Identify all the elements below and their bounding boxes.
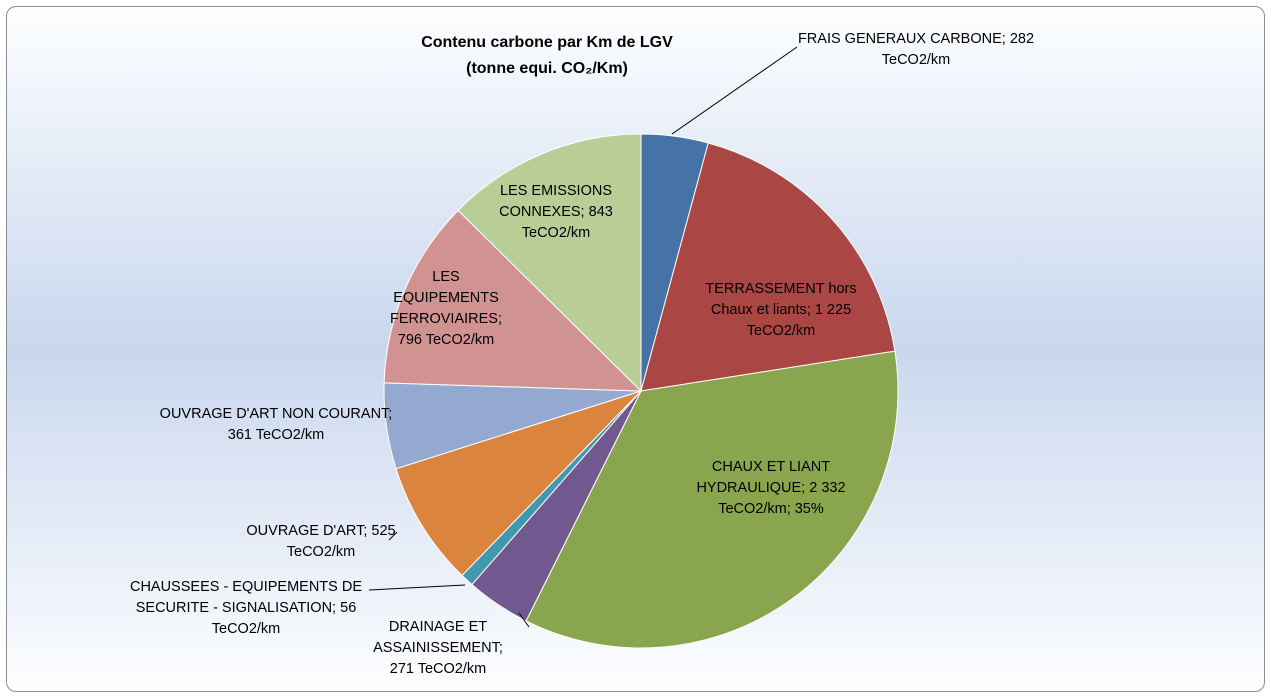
value-label: 271 TeCO2/km xyxy=(389,661,487,677)
value-label: 843 TeCO2/km xyxy=(521,204,613,241)
leader-line xyxy=(518,612,530,628)
value-label: 56 TeCO2/km xyxy=(211,600,357,637)
category-name: FRAIS GENERAUX CARBONE; xyxy=(797,31,1006,47)
plot xyxy=(368,46,899,649)
value-label: 525 TeCO2/km xyxy=(286,523,396,560)
value-label: 1 225 TeCO2/km xyxy=(746,302,852,339)
data-label: CHAUX ET LIANT HYDRAULIQUE; 2 332 TeCO2/… xyxy=(681,457,861,520)
data-label: OUVRAGE D'ART NON COURANT; 361 TeCO2/km xyxy=(156,404,396,446)
pie-slice xyxy=(640,142,896,392)
data-label: TERRASSEMENT hors Chaux et liants; 1 225… xyxy=(691,279,871,342)
pie-slice xyxy=(525,350,899,649)
category-name: TERRASSEMENT hors Chaux et liants; xyxy=(705,281,857,318)
data-label: CHAUSSEES - EQUIPEMENTS DE SECURITE - SI… xyxy=(116,577,376,640)
category-name: CHAUSSEES - EQUIPEMENTS DE SECURITE - SI… xyxy=(129,579,363,616)
data-label: OUVRAGE D'ART; 525 TeCO2/km xyxy=(246,521,396,563)
value-label: 2 332 TeCO2/km; 35% xyxy=(718,480,846,517)
chart-title: Contenu carbone par Km de LGV xyxy=(421,34,673,51)
data-label: FRAIS GENERAUX CARBONE; 282 TeCO2/km xyxy=(786,29,1046,71)
pie-slice xyxy=(395,390,642,577)
leader-line xyxy=(368,584,466,591)
chart-subtitle: (tonne equi. CO₂/Km) xyxy=(466,60,628,77)
category-name: LES EMISSIONS CONNEXES; xyxy=(499,183,612,220)
value-label: 361 TeCO2/km xyxy=(227,427,325,443)
data-label: LES EQUIPEMENTS FERROVIAIRES; 796 TeCO2/… xyxy=(381,267,511,351)
chart: Contenu carbone par Km de LGV (tonne equ… xyxy=(6,6,1265,692)
category-name: DRAINAGE ET ASSAINISSEMENT; xyxy=(373,619,503,656)
value-label: 796 TeCO2/km xyxy=(397,332,495,348)
leader-line xyxy=(671,46,798,135)
data-label: LES EMISSIONS CONNEXES; 843 TeCO2/km xyxy=(476,181,636,244)
value-label: 282 TeCO2/km xyxy=(881,31,1035,68)
category-name: LES EQUIPEMENTS FERROVIAIRES; xyxy=(390,269,502,327)
category-name: OUVRAGE D'ART NON COURANT; xyxy=(159,406,393,422)
pie-slice xyxy=(383,209,643,392)
data-label: DRAINAGE ET ASSAINISSEMENT; 271 TeCO2/km xyxy=(363,617,513,680)
pie-slice xyxy=(457,133,642,393)
category-name: CHAUX ET LIANT HYDRAULIQUE; xyxy=(696,459,831,496)
leader-line xyxy=(388,531,398,541)
category-name: OUVRAGE D'ART; xyxy=(246,523,368,539)
